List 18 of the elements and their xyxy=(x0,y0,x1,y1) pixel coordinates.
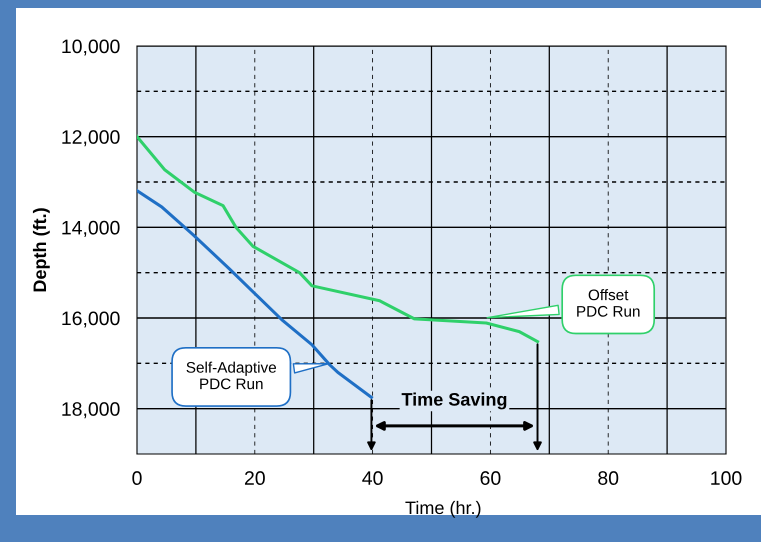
y-tick-label: 16,000 xyxy=(62,311,120,328)
y-tick-label: 12,000 xyxy=(62,130,120,146)
line-series xyxy=(137,135,540,344)
x-axis-title: Time (hr.) xyxy=(405,500,480,518)
x-tick-label: 100 xyxy=(711,471,742,485)
annotation: Time Saving xyxy=(402,392,506,410)
annotation: Offset PDC Run xyxy=(577,289,640,317)
y-tick-label: 10,000 xyxy=(62,39,120,56)
line-series xyxy=(137,189,373,399)
annotation: Self-Adaptive PDC Run xyxy=(186,362,276,390)
y-axis-title: Depth (ft.) xyxy=(32,208,50,292)
x-tick-label: 20 xyxy=(244,471,265,485)
y-tick-label: 18,000 xyxy=(62,402,120,418)
x-tick-label: 0 xyxy=(132,471,142,485)
x-tick-label: 80 xyxy=(598,471,618,485)
y-tick-label: 14,000 xyxy=(62,220,120,237)
x-tick-label: 40 xyxy=(362,471,383,485)
x-tick-label: 60 xyxy=(480,471,500,485)
